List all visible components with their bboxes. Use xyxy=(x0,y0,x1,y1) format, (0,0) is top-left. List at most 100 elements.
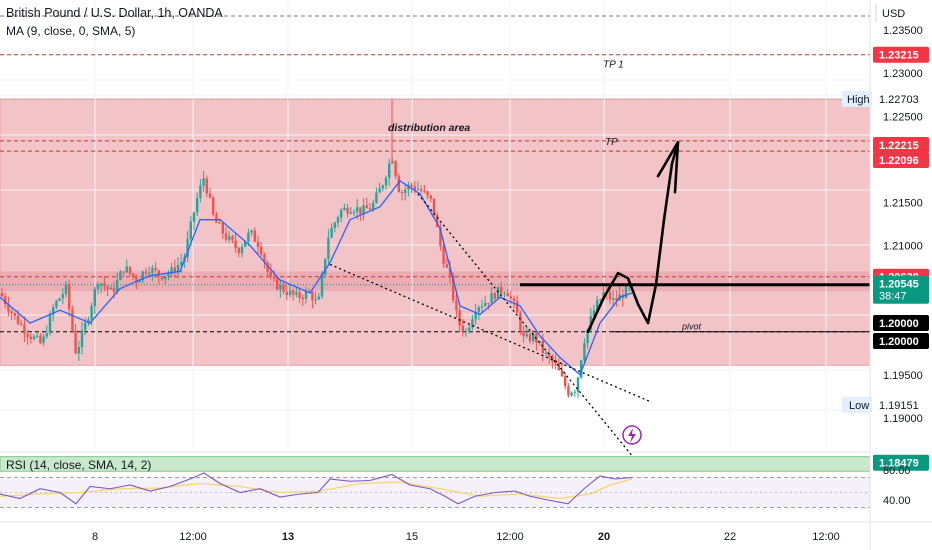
candle-body xyxy=(484,302,487,306)
candle-body xyxy=(90,305,93,320)
projection-path xyxy=(586,140,680,333)
level-price-badge-label: 1.23215 xyxy=(879,50,919,62)
candle-body xyxy=(16,315,20,324)
pivot-price-badge xyxy=(873,315,929,331)
candle-body xyxy=(432,198,436,216)
candle-body xyxy=(298,292,301,298)
time-tick-label: 15 xyxy=(406,531,418,543)
rsi-pane xyxy=(0,451,932,508)
candle-body xyxy=(128,266,132,274)
candle-body xyxy=(173,267,176,273)
candle-body xyxy=(48,314,52,334)
candle-body xyxy=(144,271,148,274)
candle-body xyxy=(0,292,4,297)
candle-body xyxy=(452,275,455,301)
last-price-badge-label: 1.20545 xyxy=(879,279,919,291)
candle-body xyxy=(317,296,320,300)
candle-body xyxy=(253,230,256,242)
time-tick-label: 13 xyxy=(282,531,294,543)
candle-body xyxy=(311,292,314,301)
time-tick-label: 12:00 xyxy=(179,531,207,543)
candle-body xyxy=(71,309,74,331)
candle-body xyxy=(74,330,77,354)
candle-body xyxy=(583,343,586,361)
candle-body xyxy=(119,271,122,281)
candle-body xyxy=(93,289,96,306)
candle-body xyxy=(365,205,368,209)
candle-body xyxy=(541,340,544,354)
candle-body xyxy=(237,248,240,253)
candle-body xyxy=(23,324,26,334)
candle-body xyxy=(205,178,208,194)
candle-body xyxy=(186,238,189,258)
candle-body xyxy=(375,192,378,203)
wedge-upper-line xyxy=(329,263,653,403)
rsi-tick-label: 40.00 xyxy=(883,495,911,507)
candle-body xyxy=(400,192,404,194)
candle-body xyxy=(410,184,413,187)
candle-body xyxy=(164,275,167,280)
candle-body xyxy=(29,336,32,339)
rsi-ma-line xyxy=(0,478,633,500)
candle-body xyxy=(4,296,7,305)
candle-body xyxy=(84,322,87,331)
candle-body xyxy=(32,336,36,339)
candle-body xyxy=(292,290,295,295)
candle-body xyxy=(532,333,535,342)
candle-body xyxy=(282,285,285,292)
candle-body xyxy=(580,360,583,378)
candles xyxy=(0,99,631,398)
candle-body xyxy=(426,191,429,196)
candle-body xyxy=(576,377,580,392)
price-level-lines xyxy=(0,15,870,333)
candle-body xyxy=(285,291,288,296)
candle-body xyxy=(557,363,560,371)
high-tag-label: High xyxy=(847,94,870,106)
candle-body xyxy=(263,254,266,263)
candle-body xyxy=(247,232,250,242)
candle-body xyxy=(189,221,192,239)
rsi-legend: RSI (14, close, SMA, 14, 2) xyxy=(6,458,152,472)
candle-body xyxy=(487,302,490,304)
candle-body xyxy=(170,267,173,274)
candle-body xyxy=(346,207,349,214)
candle-body xyxy=(404,189,407,194)
level-price-badge xyxy=(873,152,929,168)
candle-body xyxy=(330,227,333,238)
candle-body xyxy=(221,222,224,234)
distribution-zone xyxy=(0,98,871,366)
candle-body xyxy=(394,161,397,177)
candle-body xyxy=(397,176,400,193)
candle-body xyxy=(599,299,602,301)
candle-body xyxy=(231,236,234,241)
candle-body xyxy=(52,307,55,315)
time-tick-label: 12:00 xyxy=(496,531,524,543)
candle-body xyxy=(570,392,573,396)
candle-body xyxy=(288,290,292,296)
candle-body xyxy=(135,277,138,283)
candle-body xyxy=(26,333,29,337)
candle-body xyxy=(464,330,468,332)
candle-body xyxy=(608,292,612,300)
candle-body xyxy=(260,246,263,255)
candle-body xyxy=(266,262,269,272)
candle-body xyxy=(512,298,516,302)
price-tick-label: 1.19500 xyxy=(883,370,923,382)
zones-layer xyxy=(0,98,871,472)
candle-body xyxy=(228,236,231,240)
candle-body xyxy=(176,264,180,273)
candle-body xyxy=(80,330,84,348)
candle-body xyxy=(442,245,445,265)
price-tick-label: 1.23000 xyxy=(883,68,923,80)
candle-body xyxy=(503,293,506,295)
candle-body xyxy=(343,207,346,210)
candle-body xyxy=(615,298,618,301)
candle-body xyxy=(362,205,365,214)
candle-body xyxy=(500,286,503,294)
candle-body xyxy=(564,376,567,387)
candle-body xyxy=(423,190,426,192)
annotations-layer: TP 1 TP distribution area pivot xyxy=(388,60,702,332)
candle-body xyxy=(45,333,48,337)
candle-body xyxy=(202,178,205,186)
